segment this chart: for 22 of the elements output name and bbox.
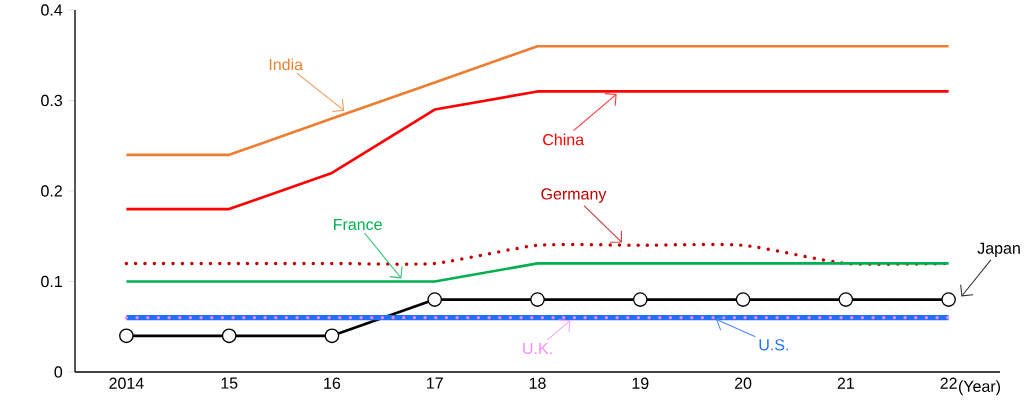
text: China: [543, 133, 585, 146]
y-tick-label: 0.3: [41, 94, 63, 107]
text: France: [334, 218, 382, 231]
y-tick-label: 0.4: [41, 4, 63, 16]
x-tick-label: 18: [529, 377, 546, 389]
x-tick-label: 17: [427, 377, 443, 389]
y-tick-label: 0.2: [41, 185, 62, 197]
text: Japan: [977, 242, 1020, 257]
x-tick-label: 2014: [109, 377, 144, 389]
y-tick-label: 0.1: [41, 275, 62, 288]
text: India: [269, 58, 304, 71]
text: Germany: [541, 188, 607, 203]
x-tick-label: 19: [632, 377, 649, 389]
x-axis-title: (Year): [959, 380, 1001, 396]
x-tick-label: 15: [221, 377, 238, 389]
series-label: U.S.: [759, 339, 788, 351]
x-tick-label: 22: [940, 377, 957, 389]
x-tick-label: 16: [324, 377, 341, 389]
x-tick-label: 21: [837, 377, 854, 389]
series-label: U.K.: [523, 342, 552, 355]
x-tick-label: 20: [734, 377, 752, 389]
y-tick-label: 0: [54, 366, 63, 378]
